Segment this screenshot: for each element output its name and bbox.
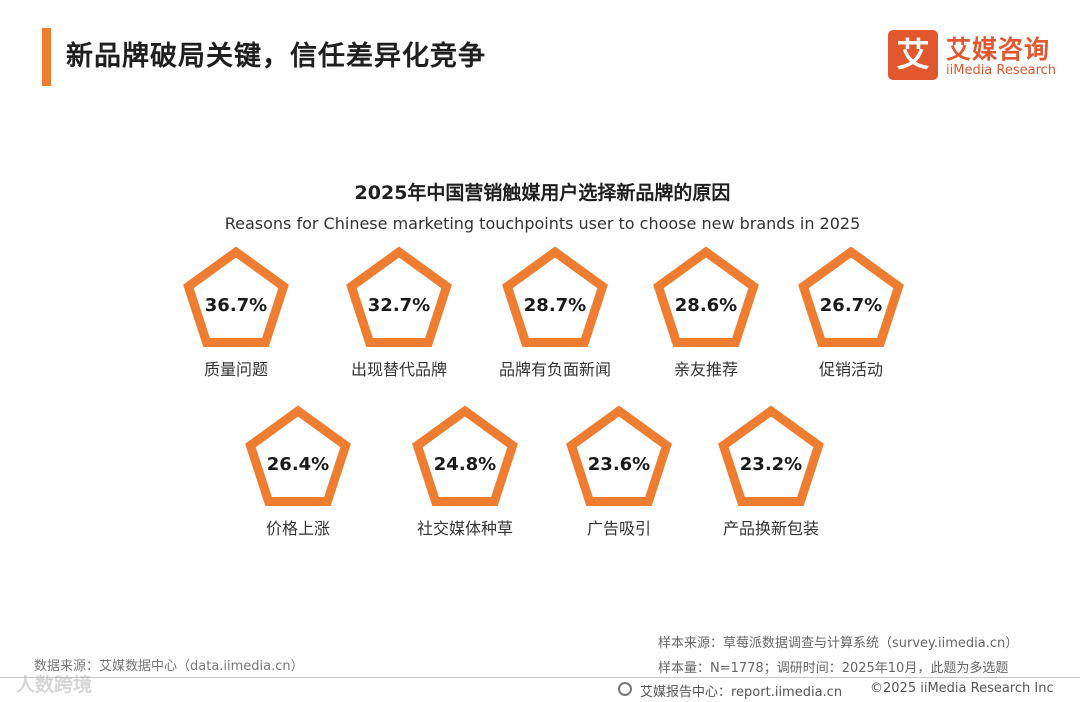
category-label: 质量问题 bbox=[204, 360, 268, 379]
value-label: 24.8% bbox=[434, 454, 496, 475]
pentagon-marker bbox=[245, 405, 351, 506]
category-label: 产品换新包装 bbox=[723, 519, 819, 538]
reason-item: 23.2% 产品换新包装 bbox=[718, 405, 824, 538]
category-label: 品牌有负面新闻 bbox=[499, 360, 611, 379]
category-label: 亲友推荐 bbox=[674, 360, 738, 379]
pentagon-marker bbox=[653, 246, 759, 347]
page-title: 新品牌破局关键，信任差异化竞争 bbox=[66, 41, 486, 72]
value-label: 23.2% bbox=[740, 454, 802, 475]
pentagon-marker bbox=[412, 405, 518, 506]
brand-glyph: 艾 bbox=[896, 35, 930, 74]
category-label: 出现替代品牌 bbox=[351, 360, 447, 379]
reason-item: 26.7% 促销活动 bbox=[798, 246, 904, 379]
brand-name-cn: 艾媒咨询 bbox=[946, 35, 1051, 64]
sample-info: 样本量：N=1778；调研时间：2025年10月，此题为多选题 bbox=[658, 661, 1009, 676]
report-center-link[interactable]: 艾媒报告中心：report.iimedia.cn bbox=[640, 685, 843, 700]
sample-source: 样本来源：草莓派数据调查与计算系统（survey.iimedia.cn） bbox=[658, 636, 1019, 651]
brand-logo: 艾 艾媒咨询 iiMedia Research bbox=[888, 30, 1063, 82]
reason-item: 23.6% 广告吸引 bbox=[566, 405, 672, 538]
value-label: 23.6% bbox=[588, 454, 650, 475]
pentagon-marker bbox=[502, 246, 608, 347]
reason-item: 28.6% 亲友推荐 bbox=[653, 246, 759, 379]
category-label: 社交媒体种草 bbox=[417, 519, 513, 538]
pentagon-marker bbox=[566, 405, 672, 506]
title-accent-bar bbox=[42, 28, 51, 86]
reason-item: 36.7% 质量问题 bbox=[183, 246, 289, 379]
pentagon-marker bbox=[346, 246, 452, 347]
footer-divider bbox=[0, 677, 1080, 678]
brand-name-en: iiMedia Research bbox=[946, 63, 1057, 78]
chart-title: 2025年中国营销触媒用户选择新品牌的原因 bbox=[354, 182, 731, 204]
value-label: 28.7% bbox=[524, 295, 586, 316]
pentagon-marker bbox=[183, 246, 289, 347]
pentagon-marker bbox=[798, 246, 904, 347]
category-label: 促销活动 bbox=[819, 360, 883, 379]
chart-subtitle: Reasons for Chinese marketing touchpoint… bbox=[224, 214, 861, 233]
reason-item: 28.7% 品牌有负面新闻 bbox=[499, 246, 611, 379]
copyright: ©2025 iiMedia Research Inc bbox=[870, 681, 1054, 696]
value-label: 28.6% bbox=[675, 295, 737, 316]
pentagon-marker bbox=[718, 405, 824, 506]
value-label: 26.4% bbox=[267, 454, 329, 475]
value-label: 26.7% bbox=[820, 295, 882, 316]
reason-item: 26.4% 价格上涨 bbox=[245, 405, 351, 538]
reason-item: 24.8% 社交媒体种草 bbox=[412, 405, 518, 538]
reason-item: 32.7% 出现替代品牌 bbox=[346, 246, 452, 379]
category-label: 价格上涨 bbox=[266, 519, 330, 538]
watermark: 人数跨境 bbox=[16, 674, 93, 696]
value-label: 36.7% bbox=[205, 295, 267, 316]
globe-icon bbox=[618, 682, 632, 696]
value-label: 32.7% bbox=[368, 295, 430, 316]
data-source: 数据来源：艾媒数据中心（data.iimedia.cn） bbox=[34, 659, 304, 674]
category-label: 广告吸引 bbox=[587, 519, 651, 538]
brand-logo-icon bbox=[888, 30, 938, 80]
